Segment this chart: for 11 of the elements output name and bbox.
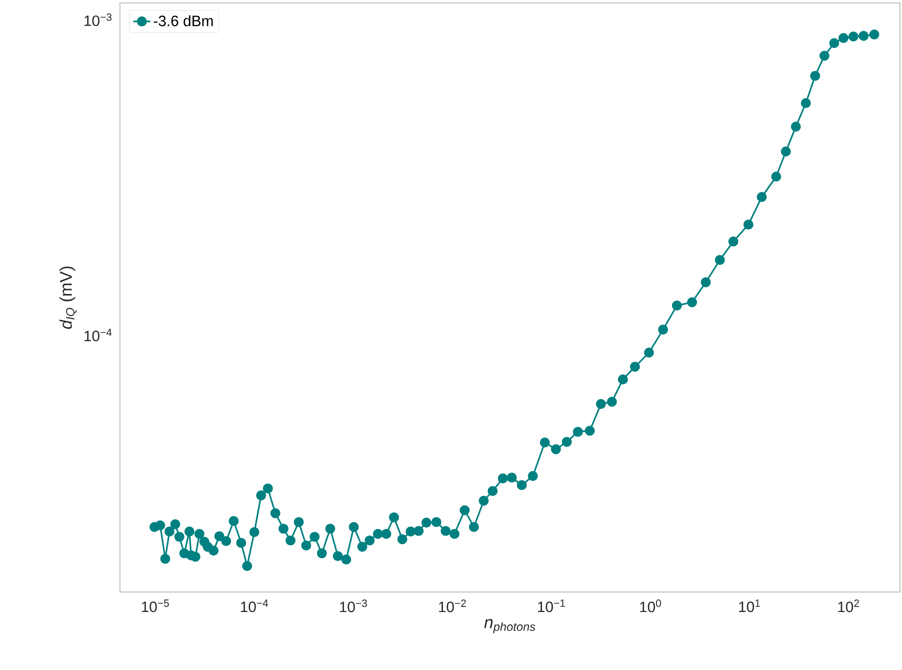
x-tick-label: 10$^{2}$ xyxy=(838,600,859,612)
text: n$_{photons}$ xyxy=(484,619,536,634)
x-tick-label: 10$^{−2}$ xyxy=(439,600,466,612)
x-tick-label: 10$^{−4}$ xyxy=(240,600,268,612)
x-tick-label: 10$^{−3}$ xyxy=(340,600,367,612)
x-tick-label: 10$^{1}$ xyxy=(739,600,760,612)
x-tick-label: 10$^{−5}$ xyxy=(142,600,169,612)
legend-label: -3.6 dBm xyxy=(154,15,213,26)
text: d$_{IQ}$ (mV) xyxy=(60,266,77,329)
x-tick-label: 10$^{−1}$ xyxy=(538,600,565,612)
x-tick-label: 10$^{0}$ xyxy=(640,600,662,612)
